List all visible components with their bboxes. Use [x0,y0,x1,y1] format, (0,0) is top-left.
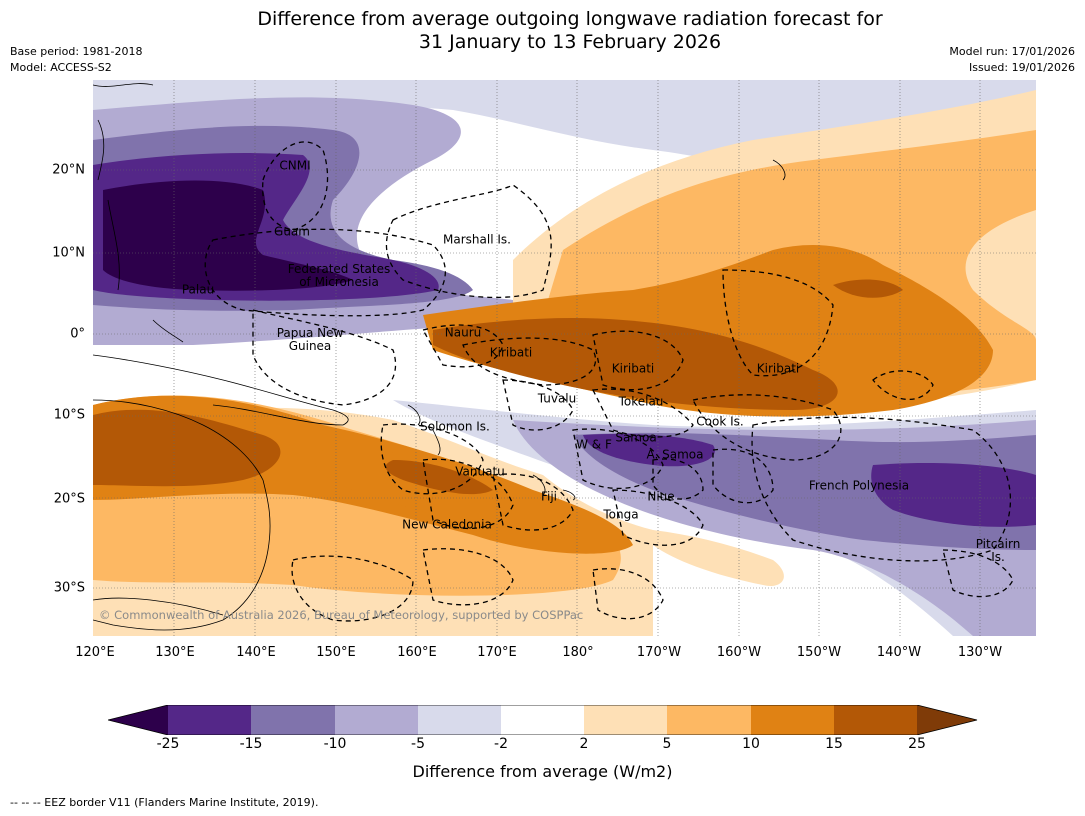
colorbar-tick: 10 [742,736,760,752]
colorbar-swatch [584,705,667,735]
olr-anomaly-map [93,80,1036,636]
place-label-png-line-1: Papua New [276,326,344,340]
eez-footnote: -- -- -- EEZ border V11 (Flanders Marine… [10,796,319,809]
lon-label: 130°W [957,645,1003,660]
base-period: Base period: 1981-2018 [10,45,143,58]
place-label-pitcairn-line-1: Pitcairn [975,537,1021,551]
lon-label: 150°E [316,645,356,660]
colorbar-tick: 15 [825,736,843,752]
title-line-2: 31 January to 13 February 2026 [418,31,722,53]
lon-label: 150°W [796,645,842,660]
colorbar-over-triangle [917,705,977,735]
colorbar-tick: -10 [323,736,347,752]
place-label-papua-new-guinea: Papua New Guinea [277,327,344,353]
anomaly-region [871,463,1036,527]
issued-date: Issued: 19/01/2026 [968,61,1075,74]
colorbar-tick: -15 [239,736,263,752]
place-label-tuvalu: Tuvalu [537,391,577,406]
place-label-micronesia: Federated States of Micronesia [288,263,390,289]
place-label-cnmi: CNMI [279,158,311,173]
colorbar-swatch [834,705,917,735]
model-name: Model: ACCESS-S2 [10,61,112,74]
colorbar-swatch [168,705,251,735]
lon-label: 160°W [716,645,762,660]
place-label-pitcairn: Pitcairn Is. [976,538,1021,564]
place-label-samoa: Samoa [615,430,657,445]
lon-label: 130°E [155,645,195,660]
anomaly-region [433,318,838,410]
colorbar-swatch [335,705,418,735]
colorbar-swatch [251,705,335,735]
place-label-tonga: Tonga [603,507,639,522]
colorbar-swatch [501,705,584,735]
colorbar-outline [108,705,978,735]
colorbar-swatch [418,705,501,735]
lon-label: 120°E [75,645,115,660]
place-label-kiribati-central: Kiribati [611,361,655,376]
place-label-french-polynesia: French Polynesia [808,478,910,493]
place-label-nauru: Nauru [444,325,482,340]
title-line-1: Difference from average outgoing longwav… [257,8,883,30]
colorbar-swatch [751,705,834,735]
place-label-new-caledonia: New Caledonia [402,517,492,532]
lon-label: 160°E [397,645,437,660]
map-panel: CNMI Guam Marshall Is. Federated States … [93,80,1036,636]
copyright-notice: © Commonwealth of Australia 2026, Bureau… [99,608,584,622]
chart-title: Difference from average outgoing longwav… [0,8,1085,54]
place-label-micronesia-line-1: Federated States [287,262,391,276]
colorbar-tick: 25 [908,736,926,752]
place-label-micronesia-line-2: of Micronesia [299,275,379,289]
meta-left: Base period: 1981-2018 Model: ACCESS-S2 [10,44,142,76]
graticule [93,80,1036,636]
colorbar-tick: -25 [156,736,180,752]
place-label-kiribati-east: Kiribati [756,361,800,376]
colorbar-tick: -2 [494,736,508,752]
colorbar-swatch [667,705,751,735]
place-label-vanuatu: Vanuatu [455,464,505,479]
place-label-cook-islands: Cook Is. [696,414,744,429]
colorbar-tick: -5 [411,736,425,752]
eez-borders [204,141,1014,622]
place-label-png-line-2: Guinea [288,339,332,353]
lat-label: 30°S [53,580,85,596]
place-label-tokelau: Tokelau [618,394,664,409]
place-label-marshall-islands: Marshall Is. [443,232,511,247]
colorbar [108,705,978,735]
place-label-kiribati-west: Kiribati [489,345,533,360]
lon-label: 180° [562,645,594,660]
lat-label: 0° [70,326,85,342]
place-label-solomon-islands: Solomon Is. [420,419,490,434]
meta-right: Model run: 17/01/2026 Issued: 19/01/2026 [949,44,1075,76]
place-label-american-samoa: A. Samoa [646,447,704,462]
colorbar-under-triangle [108,705,168,735]
lat-label: 10°S [53,407,85,423]
anomaly-region [93,80,1036,237]
place-label-guam: Guam [274,224,310,239]
anomaly-region [93,409,281,487]
lat-label: 10°N [52,245,85,261]
colorbar-label: Difference from average (W/m2) [412,762,673,781]
lon-label: 140°W [876,645,922,660]
anomaly-region [653,530,784,586]
colorbar-tick: 2 [579,736,589,752]
anomaly-region [103,180,353,291]
place-label-fiji: Fiji [540,489,558,504]
lat-label: 20°N [52,162,85,178]
colorbar-tick: 5 [662,736,672,752]
lon-label: 170°W [636,645,682,660]
anomaly-region [833,279,903,298]
lat-label: 20°S [53,491,85,507]
coastlines [93,83,786,631]
anomaly-region [583,433,715,467]
place-label-palau: Palau [181,282,215,297]
model-run: Model run: 17/01/2026 [949,45,1075,58]
lon-label: 170°E [477,645,517,660]
lon-label: 140°E [236,645,276,660]
place-label-wallis-futuna: W & F [576,437,612,452]
place-label-niue: Niue [647,489,675,504]
place-label-pitcairn-line-2: Is. [991,550,1005,564]
anomaly-region [385,460,493,495]
